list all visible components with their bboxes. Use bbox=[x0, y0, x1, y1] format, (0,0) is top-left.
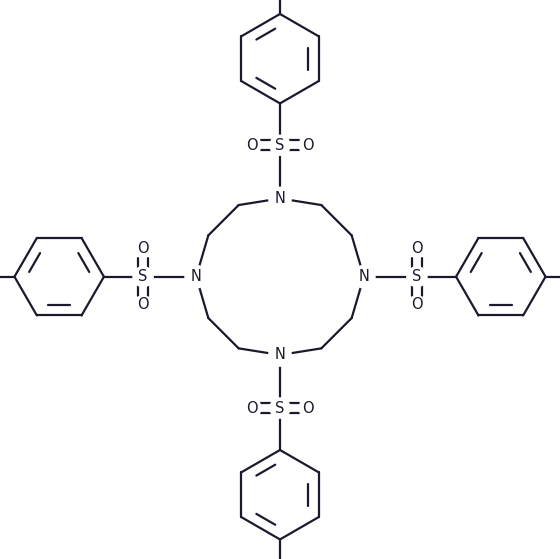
Circle shape bbox=[408, 296, 426, 314]
Circle shape bbox=[269, 344, 291, 366]
Circle shape bbox=[133, 267, 153, 287]
Text: O: O bbox=[246, 401, 258, 415]
Circle shape bbox=[353, 266, 375, 288]
Circle shape bbox=[243, 136, 261, 154]
Text: O: O bbox=[137, 297, 149, 312]
Text: O: O bbox=[411, 297, 423, 312]
Text: N: N bbox=[274, 348, 286, 362]
Circle shape bbox=[270, 398, 290, 418]
Text: N: N bbox=[191, 269, 202, 284]
Text: S: S bbox=[138, 269, 148, 284]
Circle shape bbox=[270, 135, 290, 155]
Text: S: S bbox=[276, 401, 284, 415]
Text: O: O bbox=[302, 401, 314, 415]
Circle shape bbox=[299, 399, 317, 417]
Circle shape bbox=[299, 136, 317, 154]
Text: O: O bbox=[302, 138, 314, 153]
Circle shape bbox=[408, 240, 426, 258]
Circle shape bbox=[134, 240, 152, 258]
Text: N: N bbox=[274, 191, 286, 206]
Circle shape bbox=[185, 266, 207, 288]
Text: S: S bbox=[276, 138, 284, 153]
Circle shape bbox=[269, 187, 291, 210]
Text: N: N bbox=[358, 269, 369, 284]
Circle shape bbox=[134, 296, 152, 314]
Text: O: O bbox=[137, 241, 149, 256]
Text: O: O bbox=[411, 241, 423, 256]
Circle shape bbox=[243, 399, 261, 417]
Circle shape bbox=[407, 267, 427, 287]
Text: S: S bbox=[412, 269, 422, 284]
Text: O: O bbox=[246, 138, 258, 153]
